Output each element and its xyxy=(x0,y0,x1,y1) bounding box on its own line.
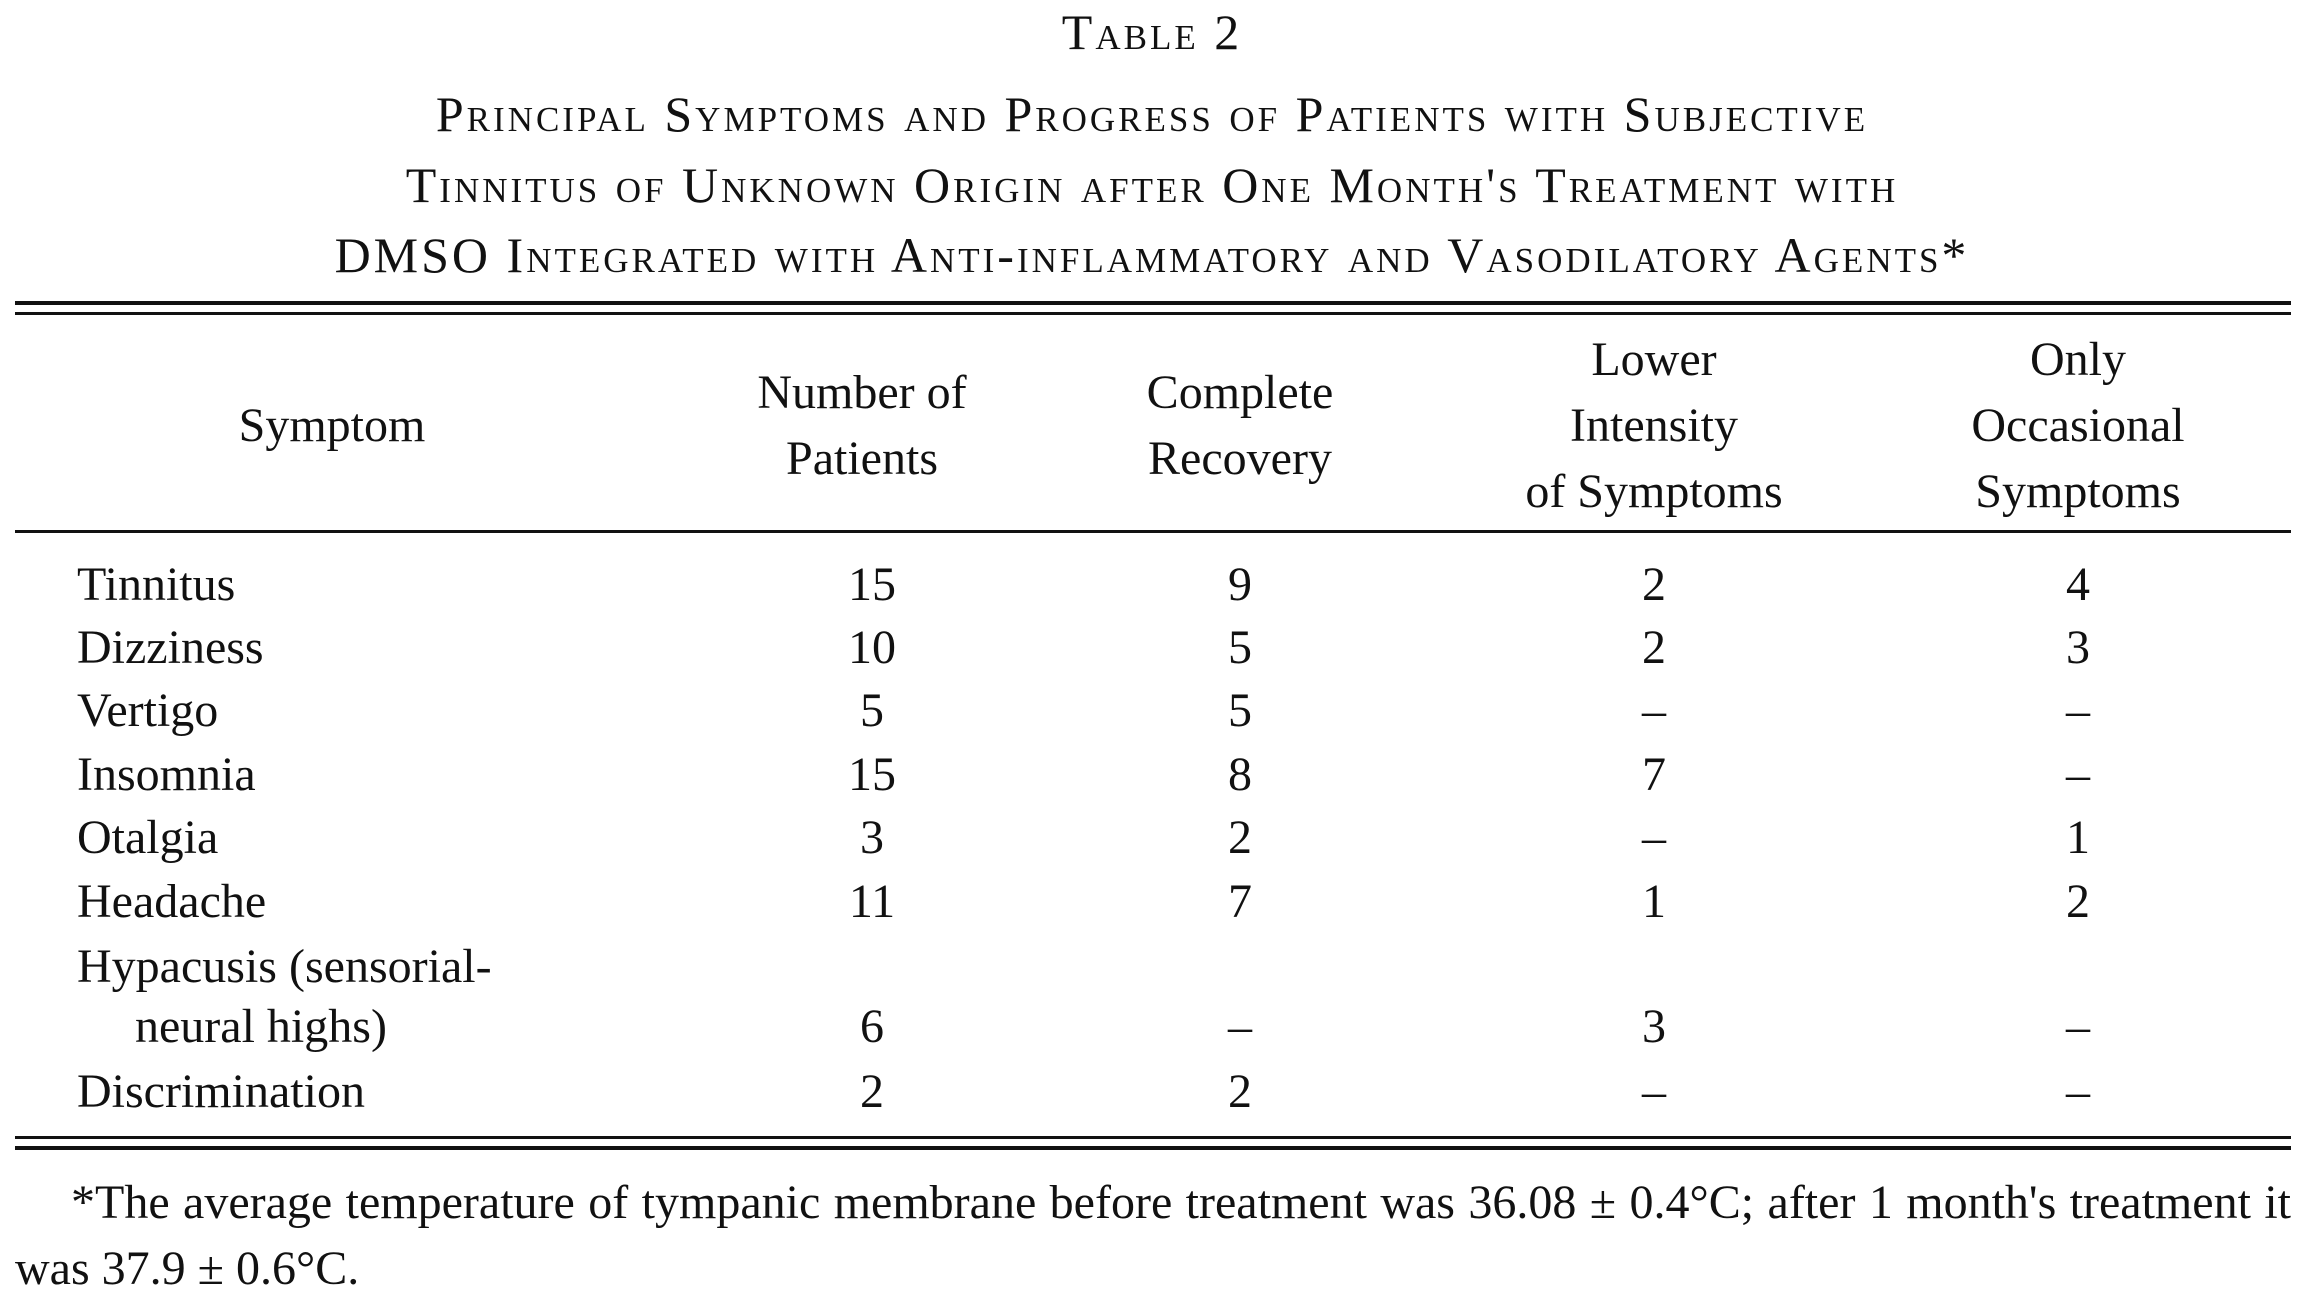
row-label: Hypacusis (sensorial- xyxy=(77,940,492,993)
cell: – xyxy=(1642,1065,1666,1118)
cell: – xyxy=(1642,811,1666,864)
cell: 5 xyxy=(1228,684,1252,737)
rule xyxy=(15,530,2291,533)
cell: – xyxy=(2066,1065,2090,1118)
column-header: Symptom xyxy=(238,399,426,452)
cell: – xyxy=(2066,1000,2090,1053)
row-label: Tinnitus xyxy=(77,558,236,611)
row-label: Headache xyxy=(77,875,267,928)
column-header: Complete xyxy=(1146,366,1334,419)
column-header: Recovery xyxy=(1148,432,1332,485)
column-header: Number of xyxy=(757,366,967,419)
row-label: Otalgia xyxy=(77,811,219,864)
cell: – xyxy=(2066,748,2090,801)
cell: 6 xyxy=(860,1000,884,1053)
row-label: Dizziness xyxy=(77,621,264,674)
column-header: Only xyxy=(2030,333,2126,386)
cell: 1 xyxy=(1642,875,1666,928)
cell: 2 xyxy=(1642,558,1666,611)
cell: – xyxy=(1642,684,1666,737)
column-header: Intensity xyxy=(1570,399,1738,452)
cell: 5 xyxy=(1228,621,1252,674)
rule xyxy=(15,312,2291,315)
cell: 4 xyxy=(2066,558,2090,611)
column-header: Patients xyxy=(786,432,938,485)
cell: 7 xyxy=(1642,748,1666,801)
cell: 2 xyxy=(1228,811,1252,864)
cell: 2 xyxy=(860,1065,884,1118)
row-label: Insomnia xyxy=(77,748,256,801)
title-line: Tinnitus of Unknown Origin after One Mon… xyxy=(405,157,1899,213)
cell: 2 xyxy=(1228,1065,1252,1118)
cell: 3 xyxy=(2066,621,2090,674)
cell: 3 xyxy=(1642,1000,1666,1053)
cell: 15 xyxy=(848,558,896,611)
rule xyxy=(15,1136,2291,1139)
cell: 7 xyxy=(1228,875,1252,928)
cell: 1 xyxy=(2066,811,2090,864)
column-header: of Symptoms xyxy=(1525,465,1783,518)
cell: – xyxy=(2066,684,2090,737)
cell: – xyxy=(1228,1000,1252,1053)
rule xyxy=(15,1146,2291,1150)
cell: 5 xyxy=(860,684,884,737)
title-line: Principal Symptoms and Progress of Patie… xyxy=(435,86,1869,142)
title-line: DMSO Integrated with Anti-inflammatory a… xyxy=(334,227,1970,283)
column-header: Symptoms xyxy=(1975,465,2181,518)
cell: 8 xyxy=(1228,748,1252,801)
rule xyxy=(15,301,2291,305)
footnote: *The average temperature of tympanic mem… xyxy=(15,1176,2291,1295)
column-header: Lower xyxy=(1591,333,1717,386)
row-label: Vertigo xyxy=(77,684,219,737)
cell: 10 xyxy=(848,621,896,674)
table-label: Table 2 xyxy=(1061,4,1243,60)
cell: 11 xyxy=(848,875,896,928)
cell: 2 xyxy=(1642,621,1666,674)
cell: 9 xyxy=(1228,558,1252,611)
row-label: Discrimination xyxy=(77,1065,365,1118)
cell: 2 xyxy=(2066,875,2090,928)
column-header: Occasional xyxy=(1971,399,2185,452)
cell: 3 xyxy=(860,811,884,864)
cell: 15 xyxy=(848,748,896,801)
row-label: neural highs) xyxy=(135,1000,387,1053)
